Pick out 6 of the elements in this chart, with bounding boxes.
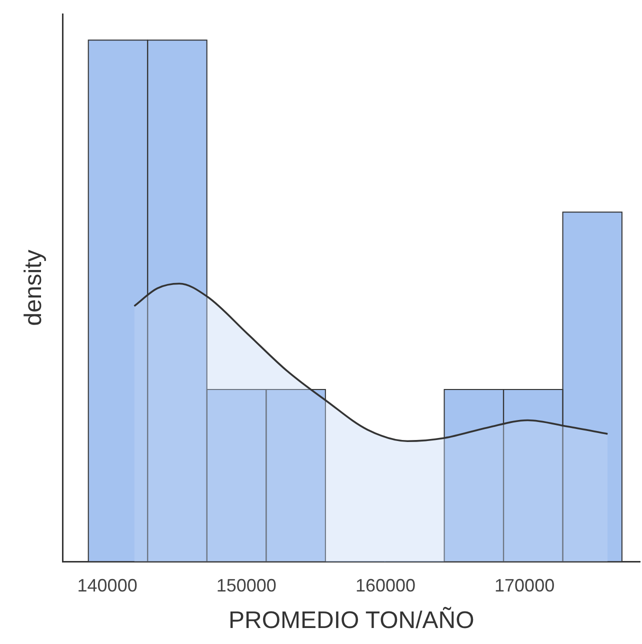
x-tick-label: 150000 <box>216 575 276 596</box>
x-tick-label: 170000 <box>494 575 555 596</box>
y-axis-title: density <box>20 250 48 326</box>
x-tick-label: 160000 <box>355 575 416 596</box>
x-axis-title: PROMEDIO TON/AÑO <box>228 606 474 634</box>
x-tick-label: 140000 <box>77 575 138 596</box>
